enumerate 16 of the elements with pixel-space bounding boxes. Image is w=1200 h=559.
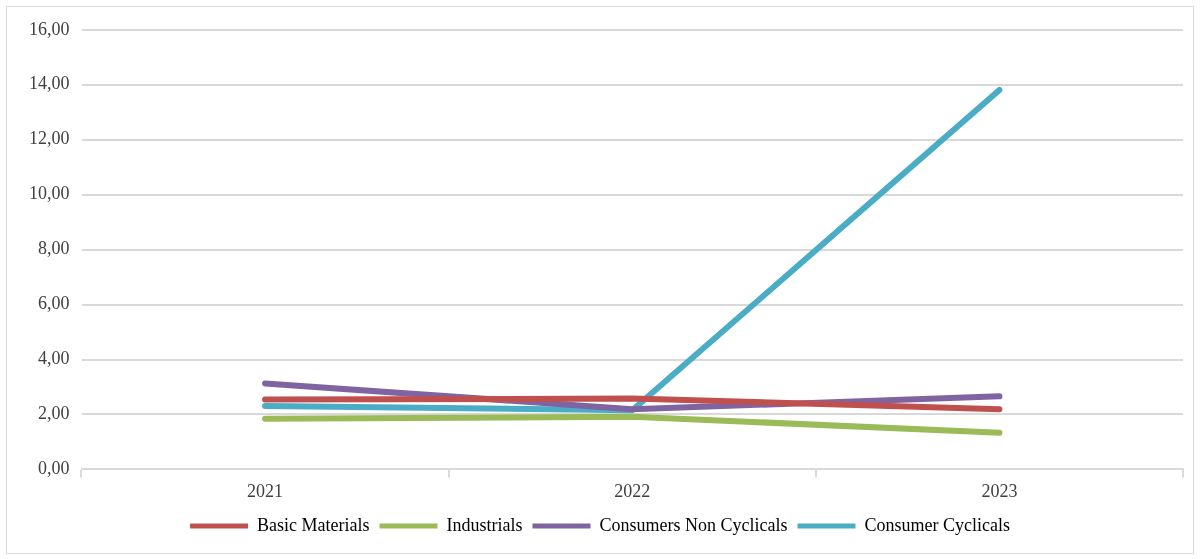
legend-label: Consumer Cyclicals <box>864 514 1010 535</box>
y-tick-label: 0,00 <box>38 458 70 479</box>
legend-label: Basic Materials <box>257 514 370 535</box>
x-tick-label: 2023 <box>981 480 1018 501</box>
y-tick-label: 6,00 <box>38 293 70 314</box>
legend-label: Consumers Non Cyclicals <box>599 514 788 535</box>
y-tick-label: 10,00 <box>29 183 70 204</box>
y-tick-label: 8,00 <box>38 238 70 259</box>
y-tick-label: 16,00 <box>29 18 70 39</box>
y-tick-label: 12,00 <box>29 128 70 149</box>
y-tick-label: 4,00 <box>38 348 70 369</box>
x-tick-label: 2022 <box>614 480 651 501</box>
x-tick-label: 2021 <box>247 480 284 501</box>
y-tick-label: 2,00 <box>38 403 70 424</box>
legend-label: Industrials <box>446 514 523 535</box>
y-tick-label: 14,00 <box>29 73 70 94</box>
